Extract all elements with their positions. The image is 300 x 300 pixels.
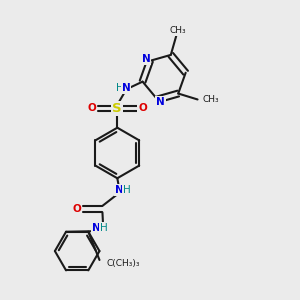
Text: N: N	[115, 185, 124, 195]
Text: N: N	[156, 97, 165, 106]
Text: O: O	[88, 103, 96, 113]
Text: O: O	[73, 204, 82, 214]
Text: H: H	[100, 223, 107, 233]
Text: N: N	[92, 223, 101, 233]
Text: S: S	[112, 102, 122, 115]
Text: H: H	[123, 185, 131, 195]
Text: CH₃: CH₃	[203, 95, 220, 104]
Text: CH₃: CH₃	[170, 26, 187, 35]
Text: O: O	[138, 103, 147, 113]
Text: N: N	[122, 83, 130, 93]
Text: H: H	[116, 83, 124, 93]
Text: C(CH₃)₃: C(CH₃)₃	[106, 259, 140, 268]
Text: N: N	[142, 54, 151, 64]
